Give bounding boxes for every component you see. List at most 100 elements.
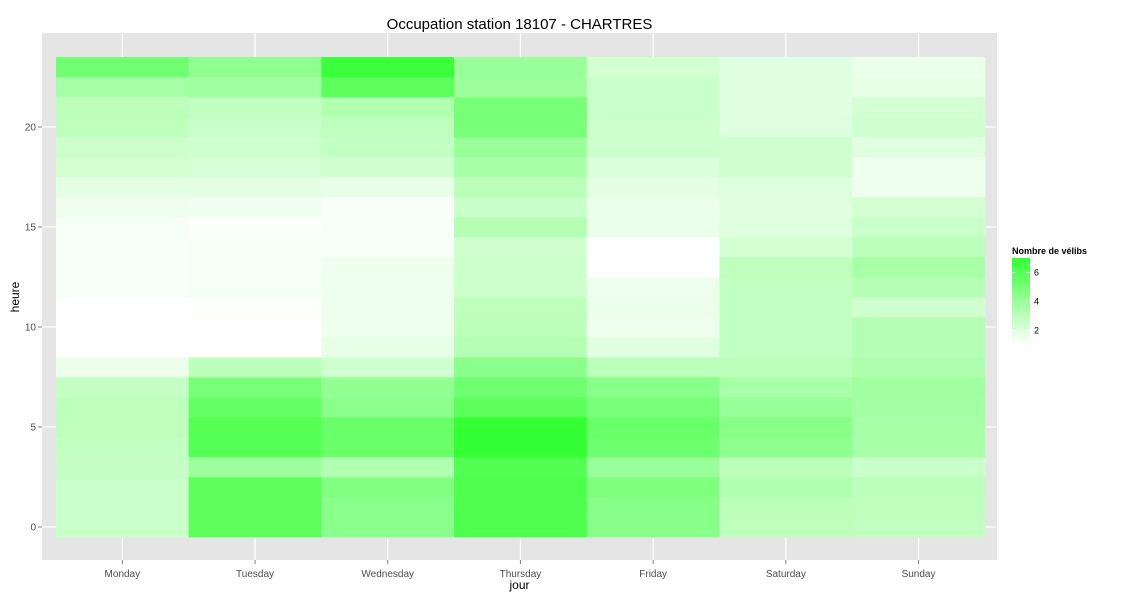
heatmap-cell bbox=[586, 317, 720, 338]
heatmap-cell bbox=[586, 357, 720, 378]
legend-tick-label: 4 bbox=[1034, 297, 1039, 307]
heatmap-cell bbox=[852, 477, 986, 498]
heatmap-cell bbox=[454, 257, 588, 278]
heatmap-cell bbox=[56, 97, 190, 118]
x-tick-label: Friday bbox=[639, 569, 667, 580]
heatmap-cell bbox=[56, 457, 190, 478]
heatmap-cell bbox=[586, 157, 720, 178]
heatmap-cell bbox=[454, 317, 588, 338]
heatmap-cell bbox=[852, 417, 986, 438]
heatmap-cell bbox=[321, 177, 455, 198]
heatmap-cell bbox=[719, 317, 853, 338]
legend-colorbar bbox=[1012, 258, 1030, 345]
heatmap-cell bbox=[321, 377, 455, 398]
heatmap-cell bbox=[454, 137, 588, 158]
heatmap-cell bbox=[321, 337, 455, 358]
heatmap-cell bbox=[586, 417, 720, 438]
heatmap-cell bbox=[719, 517, 853, 538]
heatmap-cell bbox=[852, 437, 986, 458]
heatmap-cell bbox=[188, 177, 322, 198]
heatmap-cell bbox=[321, 277, 455, 298]
heatmap-cell bbox=[188, 397, 322, 418]
heatmap-cell bbox=[188, 157, 322, 178]
heatmap-cell bbox=[188, 357, 322, 378]
heatmap-cell bbox=[56, 257, 190, 278]
heatmap-cell bbox=[719, 177, 853, 198]
heatmap-cell bbox=[719, 397, 853, 418]
heatmap-cell bbox=[852, 97, 986, 118]
heatmap-cell bbox=[719, 157, 853, 178]
heatmap-cell bbox=[188, 317, 322, 338]
heatmap-cell bbox=[852, 357, 986, 378]
heatmap-cell bbox=[321, 57, 455, 78]
heatmap-cell bbox=[321, 357, 455, 378]
heatmap-cell bbox=[454, 517, 588, 538]
heatmap-cell bbox=[56, 177, 190, 198]
heatmap-cell bbox=[188, 337, 322, 358]
heatmap-cell bbox=[454, 157, 588, 178]
heatmap-cell bbox=[586, 517, 720, 538]
heatmap-cell bbox=[586, 497, 720, 518]
heatmap-cell bbox=[586, 477, 720, 498]
heatmap-cell bbox=[56, 77, 190, 98]
heatmap-cell bbox=[454, 297, 588, 318]
heatmap-cell bbox=[321, 417, 455, 438]
heatmap-cell bbox=[321, 457, 455, 478]
heatmap-cell bbox=[719, 217, 853, 238]
heatmap-cell bbox=[454, 177, 588, 198]
heatmap-cell bbox=[321, 237, 455, 258]
heatmap-cell bbox=[188, 477, 322, 498]
heatmap-cell bbox=[56, 137, 190, 158]
heatmap-cell bbox=[719, 97, 853, 118]
x-tick-label: Tuesday bbox=[236, 569, 274, 580]
heatmap-cell bbox=[56, 237, 190, 258]
heatmap-cell bbox=[852, 297, 986, 318]
heatmap-cell bbox=[586, 117, 720, 138]
heatmap-cell bbox=[852, 237, 986, 258]
heatmap-cell bbox=[321, 517, 455, 538]
heatmap-cells bbox=[56, 57, 986, 538]
heatmap-cell bbox=[56, 377, 190, 398]
heatmap-cell bbox=[852, 277, 986, 298]
heatmap-cell bbox=[188, 137, 322, 158]
heatmap-cell bbox=[454, 377, 588, 398]
legend: Nombre de vélibs 2 4 6 bbox=[1012, 246, 1087, 345]
heatmap-cell bbox=[719, 377, 853, 398]
heatmap-cell bbox=[586, 77, 720, 98]
y-axis-title: heure bbox=[8, 281, 22, 312]
heatmap-cell bbox=[56, 437, 190, 458]
heatmap-cell bbox=[321, 77, 455, 98]
heatmap-cell bbox=[719, 77, 853, 98]
heatmap-cell bbox=[321, 117, 455, 138]
heatmap-cell bbox=[454, 337, 588, 358]
heatmap-cell bbox=[56, 337, 190, 358]
heatmap-cell bbox=[852, 117, 986, 138]
heatmap-cell bbox=[188, 457, 322, 478]
heatmap-cell bbox=[188, 497, 322, 518]
heatmap-cell bbox=[719, 417, 853, 438]
heatmap-cell bbox=[188, 217, 322, 238]
heatmap-cell bbox=[188, 57, 322, 78]
heatmap-cell bbox=[586, 257, 720, 278]
heatmap-cell bbox=[321, 437, 455, 458]
heatmap-cell bbox=[852, 217, 986, 238]
heatmap-cell bbox=[321, 97, 455, 118]
heatmap-cell bbox=[719, 257, 853, 278]
heatmap-cell bbox=[454, 477, 588, 498]
heatmap-cell bbox=[321, 197, 455, 218]
heatmap-cell bbox=[719, 137, 853, 158]
heatmap-cell bbox=[852, 317, 986, 338]
heatmap-cell bbox=[852, 77, 986, 98]
heatmap-cell bbox=[586, 217, 720, 238]
heatmap-cell bbox=[454, 57, 588, 78]
heatmap-cell bbox=[188, 297, 322, 318]
heatmap-cell bbox=[719, 57, 853, 78]
heatmap-cell bbox=[852, 337, 986, 358]
heatmap-cell bbox=[56, 477, 190, 498]
heatmap-cell bbox=[56, 497, 190, 518]
heatmap-cell bbox=[586, 197, 720, 218]
heatmap-cell bbox=[188, 257, 322, 278]
y-tick-label: 5 bbox=[30, 423, 36, 434]
legend-tick-label: 2 bbox=[1034, 326, 1039, 336]
